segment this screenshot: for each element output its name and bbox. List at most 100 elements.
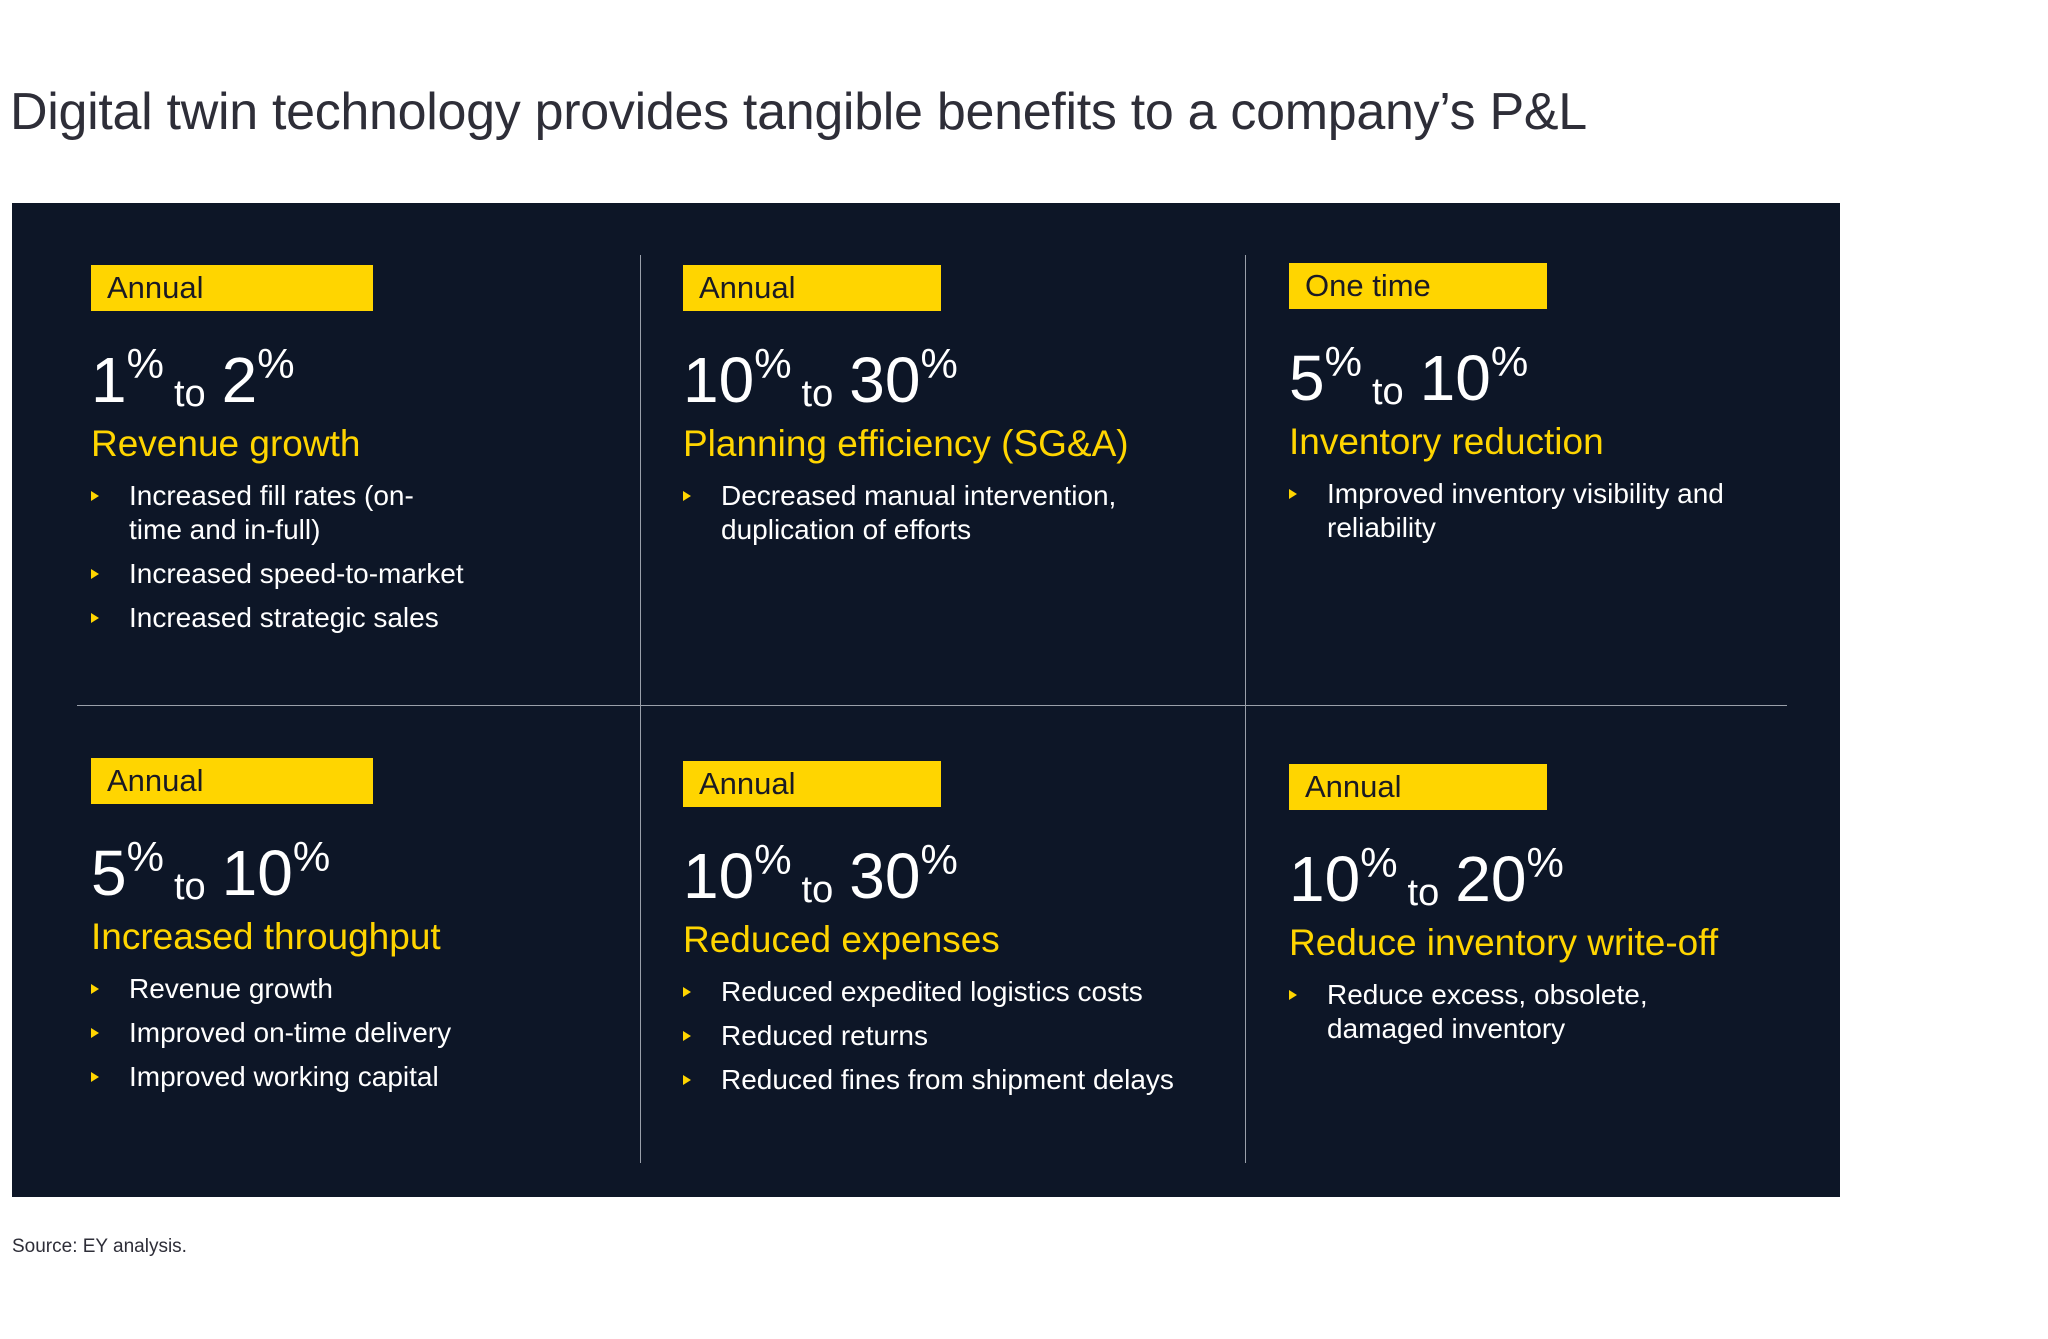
column-divider-2 [1245,255,1246,1163]
benefit-range: 10%to 20% [1289,839,1849,915]
triangle-right-icon [91,491,99,501]
range-to: to [801,373,834,415]
list-item-text: Improved inventory visibility and reliab… [1327,478,1724,543]
triangle-right-icon [91,613,99,623]
list-item: Reduced fines from shipment delays [683,1063,1243,1097]
benefit-range: 1%to 2% [91,340,651,416]
list-item-text: Increased speed-to-market [129,558,464,589]
list-item: Reduced expedited logistics costs [683,975,1243,1009]
range-high: 20 [1455,843,1527,915]
unit: % [292,833,331,880]
range-low: 10 [683,344,755,416]
triangle-right-icon [683,987,691,997]
metric-label: Planning efficiency (SG&A) [683,423,1129,464]
benefit-list: Reduced expedited logistics costs Reduce… [683,975,1243,1097]
unit: % [1490,338,1529,385]
unit: % [1360,839,1398,886]
page-title: Digital twin technology provides tangibl… [10,83,1587,141]
list-item-text: Increased fill rates (on-time and in-ful… [129,480,414,545]
frequency-badge: Annual [1289,764,1547,810]
unit: % [754,340,792,387]
range-to: to [1407,872,1440,914]
list-item: Revenue growth [91,972,651,1006]
unit: % [1324,338,1362,385]
row-divider [77,705,1787,706]
list-item-text: Improved on-time delivery [129,1017,452,1048]
list-item: Decreased manual intervention, duplicati… [683,479,1141,547]
range-to: to [173,373,206,415]
range-high: 2 [221,344,258,416]
range-low: 1 [91,344,127,416]
benefit-card-increased-throughput: Annual 5%to 10% Increased throughput Reve… [91,758,651,1104]
list-item: Increased speed-to-market [91,557,651,591]
frequency-badge: Annual [683,761,941,807]
triangle-right-icon [91,1072,99,1082]
frequency-badge: Annual [683,265,941,311]
frequency-badge: Annual [91,265,373,311]
list-item-text: Decreased manual intervention, duplicati… [721,480,1117,545]
unit: % [126,340,164,387]
metric-label: Increased throughput [91,916,441,957]
list-item-text: Improved working capital [129,1061,439,1092]
metric-label: Revenue growth [91,423,361,464]
unit: % [257,340,295,387]
range-to: to [1371,371,1404,413]
column-divider-1 [640,255,641,1163]
unit: % [920,340,958,387]
metric-label: Inventory reduction [1289,421,1604,462]
range-low: 10 [683,840,755,912]
range-high: 10 [221,837,293,909]
triangle-right-icon [1289,990,1297,1000]
unit: % [920,836,958,883]
benefit-range: 10%to 30% [683,340,1243,416]
range-low: 5 [1289,342,1325,414]
benefit-list: Decreased manual intervention, duplicati… [683,479,1243,547]
range-to: to [801,869,834,911]
benefit-range: 10%to 30% [683,836,1243,912]
benefit-list: Revenue growth Improved on-time delivery… [91,972,651,1094]
range-low: 10 [1289,843,1361,915]
list-item-text: Reduced returns [721,1020,929,1051]
benefit-card-revenue-growth: Annual 1%to 2% Revenue growth Increased f… [91,265,651,645]
list-item: Reduce excess, obsolete, damaged invento… [1289,978,1687,1046]
list-item: Increased strategic sales [91,601,651,635]
frequency-badge: Annual [91,758,373,804]
source-note: Source: EY analysis. [12,1236,187,1257]
benefit-card-planning-efficiency: Annual 10%to 30% Planning efficiency (SG&… [683,265,1243,557]
list-item: Improved working capital [91,1060,651,1094]
list-item-text: Reduced fines from shipment delays [721,1064,1174,1095]
triangle-right-icon [91,569,99,579]
triangle-right-icon [683,491,691,501]
triangle-right-icon [683,1031,691,1041]
benefit-card-reduce-inventory-write-off: Annual 10%to 20% Reduce inventory write-o… [1289,764,1849,1056]
benefit-range: 5%to 10% [1289,338,1849,414]
triangle-right-icon [91,984,99,994]
benefits-panel: Annual 1%to 2% Revenue growth Increased f… [12,203,1840,1197]
triangle-right-icon [91,1028,99,1038]
benefit-card-inventory-reduction: One time 5%to 10% Inventory reduction Imp… [1289,263,1849,555]
list-item: Increased fill rates (on-time and in-ful… [91,479,429,547]
list-item: Reduced returns [683,1019,1243,1053]
triangle-right-icon [683,1075,691,1085]
benefit-list: Improved inventory visibility and reliab… [1289,477,1849,545]
unit: % [1526,839,1564,886]
range-low: 5 [91,837,127,909]
metric-label: Reduce inventory write-off [1289,922,1719,963]
list-item: Improved on-time delivery [91,1016,651,1050]
frequency-badge: One time [1289,263,1547,309]
metric-label: Reduced expenses [683,919,1000,960]
range-high: 30 [849,344,921,416]
unit: % [754,836,792,883]
list-item-text: Reduced expedited logistics costs [721,976,1143,1007]
list-item: Improved inventory visibility and reliab… [1289,477,1727,545]
benefit-list: Reduce excess, obsolete, damaged invento… [1289,978,1849,1046]
list-item-text: Reduce excess, obsolete, damaged invento… [1327,979,1648,1044]
benefit-card-reduced-expenses: Annual 10%to 30% Reduced expenses Reduced… [683,761,1243,1107]
range-high: 30 [849,840,921,912]
benefit-list: Increased fill rates (on-time and in-ful… [91,479,651,635]
range-to: to [173,866,206,908]
range-high: 10 [1419,342,1491,414]
list-item-text: Increased strategic sales [129,602,439,633]
benefit-range: 5%to 10% [91,833,651,909]
unit: % [126,833,164,880]
